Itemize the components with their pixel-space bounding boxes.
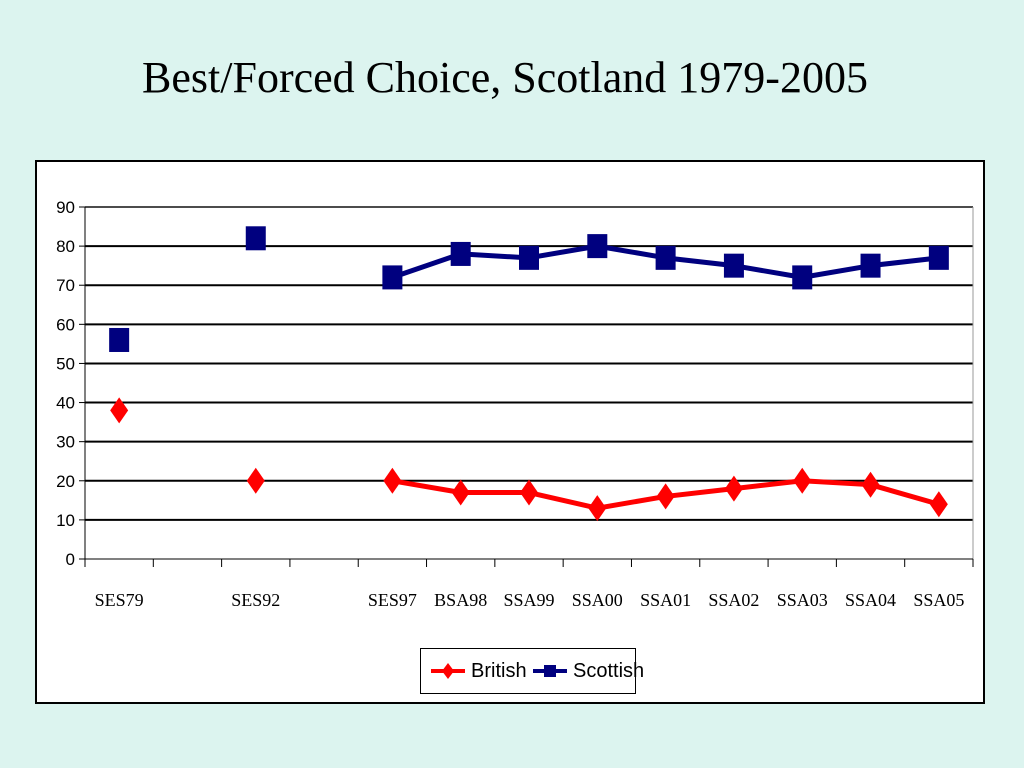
- xtick-label-ssa00: SSA00: [572, 590, 623, 610]
- point-british-bsa98: [451, 479, 470, 506]
- point-british-ssa99: [520, 479, 538, 506]
- legend-british-swatch: [431, 663, 465, 679]
- point-british-ssa04: [861, 471, 880, 498]
- point-british-ses97: [383, 467, 402, 494]
- legend-label-scottish: Scottish: [573, 659, 645, 682]
- chart-area: 0 10 20 30 40 50 60 70 80 90 SES79 SES92 SES97 BSA98 S…: [35, 160, 985, 704]
- point-scottish-ssa00: [587, 234, 608, 259]
- legend-item-british: British: [429, 649, 527, 693]
- line-chart: 0 10 20 30 40 50 60 70 80 90 SES79 SES92 SES97 BSA98 S…: [56, 198, 974, 610]
- ytick-label-90: 90: [56, 198, 75, 217]
- point-scottish-bsa98: [450, 241, 471, 266]
- point-british-ssa01: [656, 483, 675, 510]
- ytick-label-0: 0: [66, 550, 75, 569]
- point-scottish-ssa99: [519, 245, 539, 270]
- ytick-label-40: 40: [56, 394, 75, 413]
- ytick-label-60: 60: [56, 315, 75, 334]
- ytick-label-30: 30: [56, 433, 75, 452]
- point-scottish-ssa04: [860, 253, 881, 278]
- xtick-label-ses97: SES97: [368, 590, 417, 610]
- legend-label-british: British: [471, 659, 527, 682]
- point-british-ssa05: [929, 491, 948, 518]
- point-british-ses92: [246, 467, 265, 494]
- xtick-label-bsa98: BSA98: [434, 590, 487, 610]
- point-british-ses79: [110, 397, 129, 424]
- point-british-ssa03: [793, 467, 812, 494]
- point-british-ssa02: [724, 475, 743, 502]
- xtick-label-ssa04: SSA04: [845, 590, 896, 610]
- ytick-label-10: 10: [56, 511, 75, 530]
- xtick-label-ses79: SES79: [95, 590, 144, 610]
- point-british-ssa00: [588, 495, 607, 522]
- xtick-label-ses92: SES92: [231, 590, 280, 610]
- ytick-label-20: 20: [56, 472, 75, 491]
- point-scottish-ssa01: [655, 245, 676, 270]
- point-scottish-ssa02: [723, 253, 744, 278]
- ytick-label-80: 80: [56, 237, 75, 256]
- xtick-label-ssa05: SSA05: [913, 590, 964, 610]
- point-scottish-ses97: [382, 265, 403, 290]
- point-scottish-ses79: [109, 327, 130, 352]
- slide-title: Best/Forced Choice, Scotland 1979-2005: [142, 53, 868, 102]
- ytick-label-50: 50: [56, 354, 75, 373]
- xtick-label-ssa01: SSA01: [640, 590, 691, 610]
- xtick-label-ssa99: SSA99: [503, 590, 554, 610]
- point-scottish-ssa03: [792, 265, 813, 290]
- point-scottish-ses92: [245, 226, 266, 251]
- legend-item-scottish: Scottish: [531, 649, 644, 693]
- ytick-label-70: 70: [56, 276, 75, 295]
- chart-legend: British Scottish: [420, 648, 644, 694]
- xtick-label-ssa03: SSA03: [777, 590, 828, 610]
- xtick-label-ssa02: SSA02: [708, 590, 759, 610]
- point-scottish-ssa05: [928, 245, 949, 270]
- legend-scottish-swatch: [533, 665, 567, 677]
